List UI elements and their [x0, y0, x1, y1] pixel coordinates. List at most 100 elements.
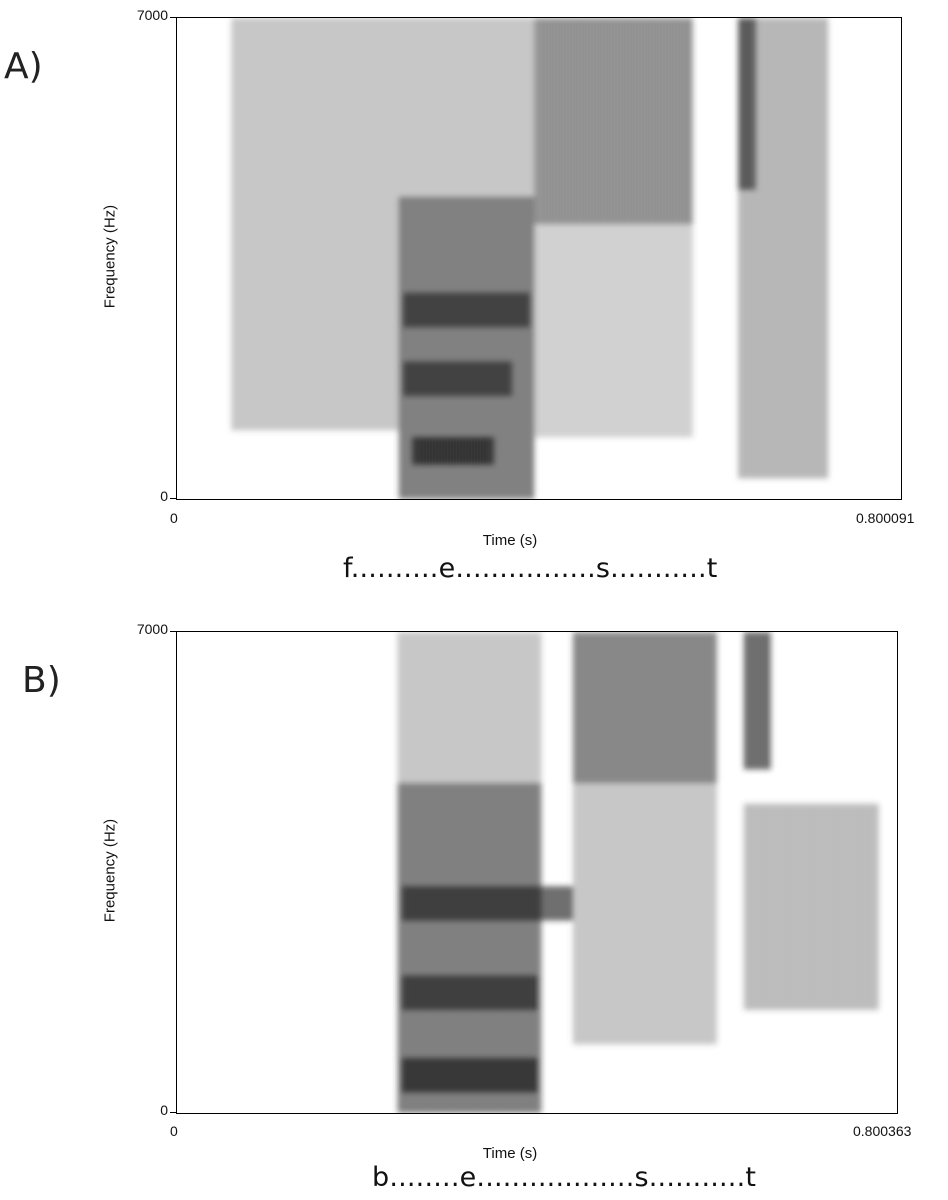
- striation: [774, 18, 776, 479]
- striation: [488, 1058, 490, 1093]
- striation: [493, 632, 495, 784]
- striation: [515, 196, 517, 499]
- striation: [502, 361, 504, 396]
- striation: [630, 18, 632, 225]
- striation: [570, 18, 572, 225]
- striation: [530, 18, 532, 197]
- striation: [585, 18, 587, 225]
- striation: [540, 224, 542, 438]
- striation: [529, 783, 531, 1113]
- striation: [812, 803, 814, 1010]
- striation: [425, 18, 427, 197]
- striation: [406, 361, 408, 396]
- spectrogram-plot-b: [176, 631, 898, 1114]
- striation: [797, 803, 799, 1010]
- striation: [650, 632, 652, 784]
- striation: [427, 292, 429, 328]
- striation: [636, 18, 638, 225]
- striation: [584, 632, 586, 784]
- striation: [505, 783, 507, 1113]
- striation: [494, 18, 496, 197]
- striation: [515, 18, 517, 197]
- striation: [440, 975, 442, 1010]
- striation: [645, 224, 647, 438]
- striation: [521, 1058, 523, 1093]
- striation: [526, 632, 528, 784]
- striation: [384, 18, 386, 431]
- x-tick-min-b: 0: [170, 1123, 178, 1139]
- striation: [581, 783, 583, 1045]
- striation: [534, 224, 536, 438]
- striation: [470, 18, 472, 197]
- y-tick-mark-min-b: [170, 1112, 176, 1113]
- striation: [437, 196, 439, 499]
- striation: [466, 632, 468, 784]
- striation: [669, 224, 671, 438]
- striation: [533, 886, 535, 921]
- striation: [401, 1058, 403, 1093]
- striation: [484, 632, 486, 784]
- striation: [437, 975, 439, 1010]
- striation: [410, 196, 412, 499]
- striation: [651, 224, 653, 438]
- striation: [753, 18, 755, 479]
- striation: [660, 224, 662, 438]
- striation: [750, 18, 752, 190]
- striation: [240, 18, 242, 431]
- striation: [639, 224, 641, 438]
- striation: [482, 886, 484, 921]
- striation: [621, 18, 623, 225]
- striation: [457, 632, 459, 784]
- striation: [431, 1058, 433, 1093]
- striation: [666, 18, 668, 225]
- striation: [540, 18, 542, 225]
- striation: [599, 783, 601, 1045]
- striation: [632, 783, 634, 1045]
- striation: [675, 224, 677, 438]
- striation: [572, 783, 574, 1045]
- striation: [409, 361, 411, 396]
- striation: [782, 803, 784, 1010]
- striation: [433, 292, 435, 328]
- striation: [798, 18, 800, 479]
- striation: [662, 632, 664, 784]
- striation: [466, 361, 468, 396]
- striation: [434, 1058, 436, 1093]
- energy-region: [743, 632, 771, 770]
- striation: [535, 783, 537, 1113]
- striation: [469, 437, 471, 465]
- striation: [433, 632, 435, 784]
- striation: [755, 632, 757, 770]
- striation: [416, 1058, 418, 1093]
- striation: [623, 632, 625, 784]
- striation: [451, 437, 453, 465]
- striation: [626, 783, 628, 1045]
- striation: [677, 632, 679, 784]
- striation: [672, 18, 674, 225]
- striation: [582, 224, 584, 438]
- striation: [409, 783, 411, 1113]
- striation: [387, 18, 389, 431]
- striation: [794, 803, 796, 1010]
- striation: [532, 783, 534, 1113]
- striation: [425, 886, 427, 921]
- striation: [588, 18, 590, 225]
- striation: [497, 1058, 499, 1093]
- striation: [469, 361, 471, 396]
- striation: [445, 361, 447, 396]
- striation: [473, 196, 475, 499]
- striation: [776, 803, 778, 1010]
- striation: [606, 18, 608, 225]
- striation: [396, 18, 398, 431]
- striation: [623, 783, 625, 1045]
- striation: [279, 18, 281, 431]
- striation: [497, 196, 499, 499]
- striation: [258, 18, 260, 431]
- striation: [458, 886, 460, 921]
- striation: [458, 196, 460, 499]
- striation: [825, 18, 827, 479]
- striation: [816, 18, 818, 479]
- striation: [677, 783, 679, 1045]
- striation: [552, 18, 554, 225]
